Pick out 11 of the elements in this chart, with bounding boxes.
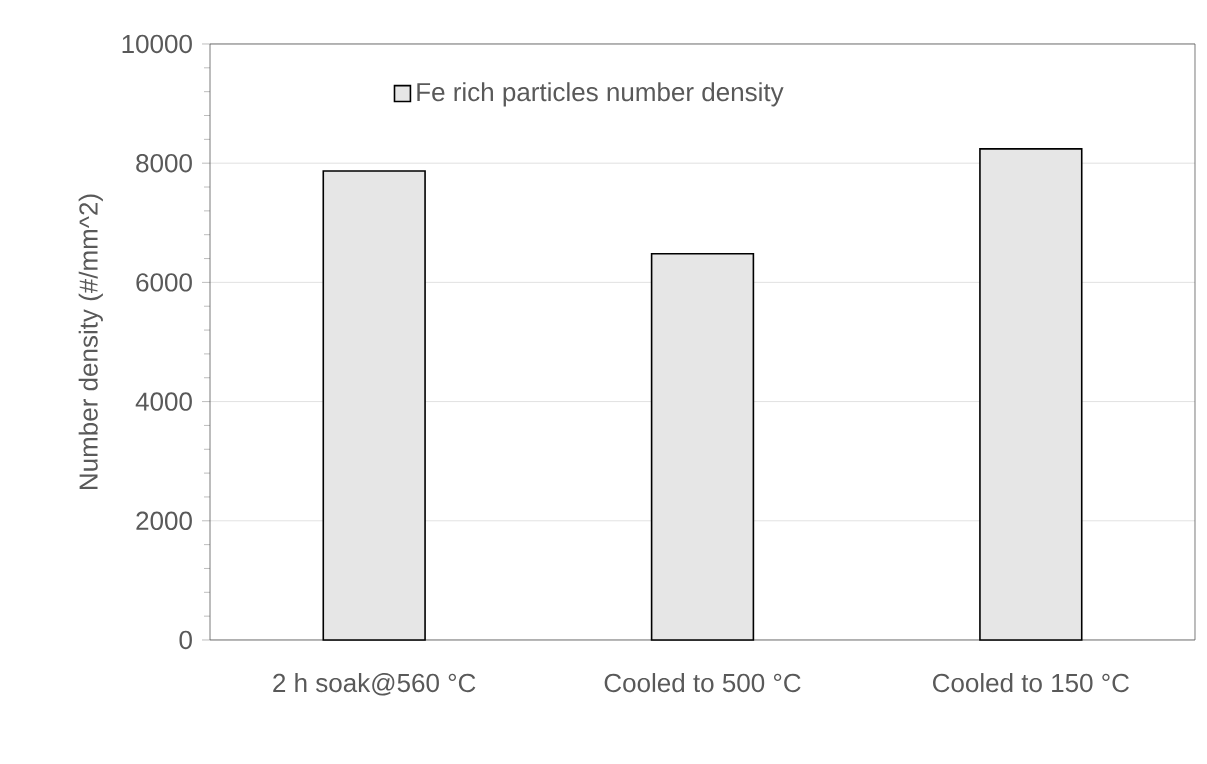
y-tick-label: 8000 (136, 153, 192, 173)
x-tick-label: Cooled to 500 °C (604, 673, 801, 693)
y-axis-title: Number density (#/mm^2) (78, 194, 103, 489)
y-tick-label: 6000 (136, 273, 192, 292)
x-tick-label: 2 h soak@560 °C (273, 673, 476, 696)
y-tick-label: 2000 (136, 511, 192, 530)
x-tick-label: Cooled to 150 °C (933, 673, 1129, 693)
y-tick-label: 10000 (122, 34, 192, 54)
y-tick-label: 0 (179, 630, 192, 650)
legend-label: Fe rich particles number density (417, 82, 784, 107)
y-tick-label: 4000 (135, 392, 192, 411)
